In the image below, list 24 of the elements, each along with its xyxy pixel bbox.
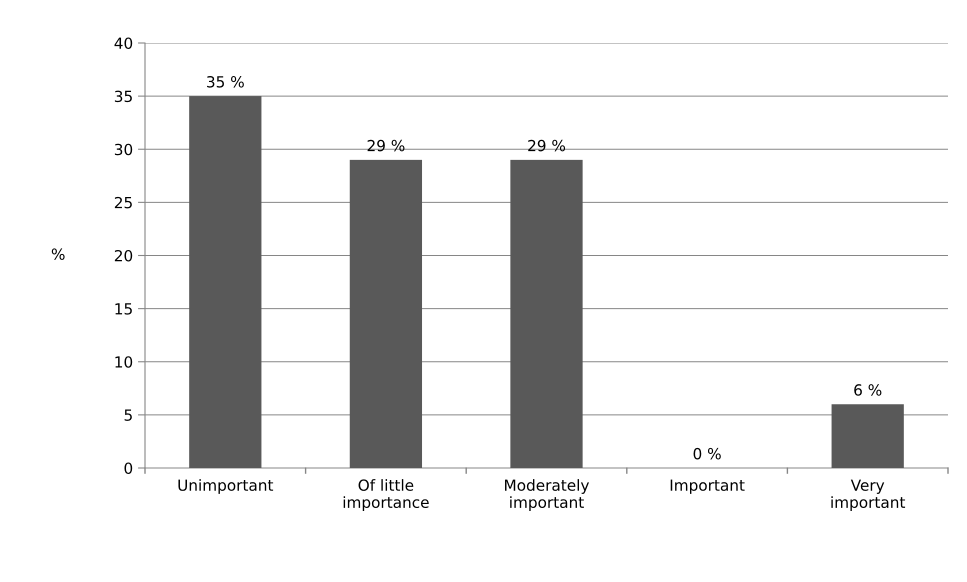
data-label: 35 % [207, 76, 244, 88]
y-axis-title: % [52, 248, 65, 260]
bar [350, 160, 422, 468]
data-label: 6 % [854, 384, 882, 396]
y-tick-label: 0 [124, 462, 132, 474]
bar [510, 160, 583, 468]
data-label: 29 % [528, 140, 566, 152]
y-tick-label: 20 [114, 250, 132, 262]
x-tick-label: Unimportant [178, 479, 274, 494]
y-tick-label: 25 [114, 196, 132, 208]
bar [832, 404, 904, 468]
y-tick-label: 15 [115, 303, 132, 315]
x-tick-label: Moderately important [505, 479, 590, 512]
y-tick-label: 35 [114, 90, 132, 102]
y-tick-label: 5 [124, 410, 132, 421]
y-tick-label: 40 [114, 37, 132, 50]
x-tick-label: Of little importance [344, 479, 429, 512]
y-tick-label: 30 [114, 144, 132, 156]
data-label: 0 % [694, 448, 721, 460]
x-tick-label: Very important [831, 480, 906, 512]
x-tick-label: Important [670, 480, 745, 494]
bar [189, 96, 262, 468]
y-tick-label: 10 [115, 356, 132, 368]
data-label: 29 % [368, 140, 404, 152]
